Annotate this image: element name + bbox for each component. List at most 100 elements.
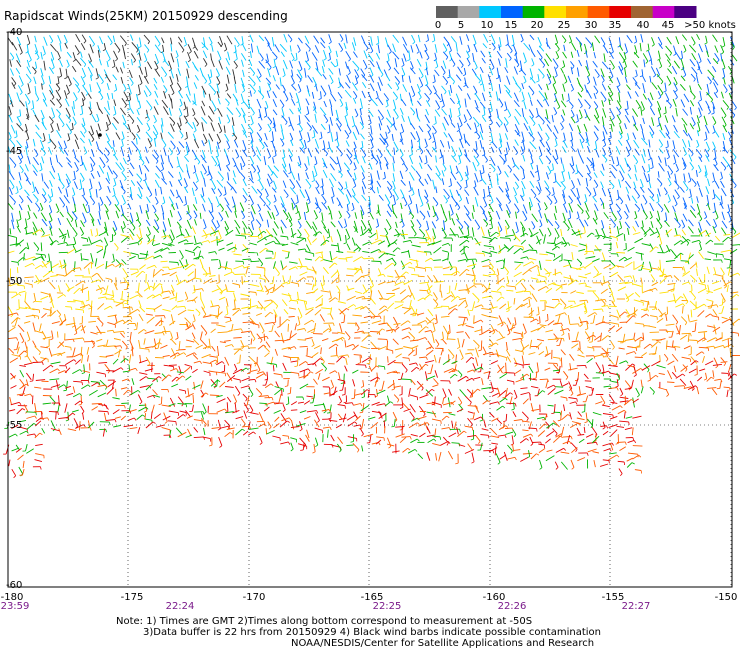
- wind-barb: [282, 275, 285, 283]
- wind-barb-flag: [590, 44, 593, 48]
- wind-barb-flag: [495, 77, 500, 80]
- wind-barb: [527, 92, 532, 100]
- wind-barb: [386, 257, 393, 262]
- wind-barb-flag: [626, 154, 630, 157]
- wind-barb: [650, 58, 653, 66]
- wind-barb-flag: [396, 116, 399, 120]
- wind-barb: [514, 124, 520, 134]
- wind-barb: [331, 186, 335, 197]
- wind-barb: [552, 58, 559, 67]
- wind-barb-flag: [526, 256, 529, 260]
- wind-barb: [416, 84, 421, 92]
- wind-barb: [346, 189, 352, 198]
- wind-barb: [160, 154, 164, 165]
- wind-barb: [122, 268, 129, 277]
- wind-barb: [513, 100, 520, 108]
- wind-barb: [41, 260, 48, 269]
- wind-barb: [72, 116, 77, 124]
- wind-barb: [592, 308, 603, 311]
- wind-barb: [664, 220, 670, 227]
- wind-barb: [547, 227, 552, 235]
- wind-barb: [32, 221, 38, 231]
- wind-barb: [400, 295, 409, 302]
- wind-barb: [567, 219, 573, 229]
- wind-barb: [721, 116, 727, 126]
- wind-barb: [235, 107, 242, 115]
- wind-barb-flag: [591, 232, 595, 235]
- wind-barb-flag: [449, 267, 453, 271]
- wind-barb: [66, 51, 72, 58]
- wind-barb: [466, 123, 472, 130]
- wind-barb: [563, 276, 574, 280]
- wind-barb: [127, 154, 131, 161]
- wind-barb: [297, 220, 302, 227]
- wind-barb: [633, 299, 644, 304]
- wind-barb: [675, 303, 684, 308]
- wind-barb-flag: [204, 171, 207, 175]
- wind-barb: [418, 155, 423, 163]
- wind-barb-flag: [655, 306, 657, 311]
- wind-barb: [649, 246, 657, 253]
- wind-barb-flag: [83, 64, 87, 68]
- wind-barb: [200, 154, 207, 164]
- wind-barb: [233, 299, 236, 309]
- wind-barb: [200, 194, 206, 203]
- wind-barb-flag: [164, 90, 168, 93]
- wind-barb: [57, 35, 62, 44]
- wind-barb: [50, 188, 54, 197]
- wind-barb-flag: [314, 163, 318, 166]
- wind-barb: [282, 84, 286, 91]
- wind-barb: [395, 82, 400, 89]
- wind-barb-flag: [37, 208, 41, 212]
- wind-barb-flag: [477, 124, 480, 128]
- wind-barb: [183, 156, 190, 163]
- wind-barb: [215, 196, 220, 206]
- wind-barb: [690, 309, 693, 318]
- wind-barb: [440, 290, 443, 298]
- wind-barb: [393, 194, 396, 205]
- wind-barb: [103, 69, 108, 77]
- wind-barb: [289, 275, 291, 284]
- wind-barb: [640, 101, 645, 110]
- wind-barb: [722, 132, 726, 141]
- wind-barb: [697, 287, 707, 294]
- wind-barb: [95, 68, 99, 78]
- wind-barb-flag: [728, 236, 732, 240]
- wind-barb: [408, 155, 414, 164]
- wind-barb: [168, 60, 172, 70]
- wind-barb: [169, 320, 176, 326]
- wind-barb: [722, 100, 729, 108]
- wind-barb: [570, 189, 577, 198]
- wind-barb-flag: [479, 83, 483, 86]
- wind-barb-flag: [478, 80, 481, 84]
- wind-barb: [408, 92, 413, 102]
- wind-barb: [369, 67, 374, 76]
- wind-barb-flag: [347, 237, 350, 240]
- wind-barb: [414, 308, 418, 316]
- wind-barb-flag: [447, 76, 451, 79]
- wind-barb-flag: [560, 271, 563, 275]
- wind-barb: [561, 242, 569, 245]
- wind-barb-flag: [616, 198, 620, 201]
- wind-barb-flag: [513, 237, 517, 241]
- wind-barb: [425, 155, 428, 163]
- wind-barb-flag: [59, 105, 62, 109]
- wind-barb: [386, 280, 395, 284]
- wind-barb-flag: [679, 234, 682, 238]
- wind-barb: [369, 60, 375, 68]
- wind-barb: [304, 60, 311, 68]
- wind-barb: [67, 248, 76, 254]
- wind-barb: [24, 93, 31, 103]
- wind-barb: [427, 242, 436, 246]
- wind-barb-flag: [148, 93, 152, 97]
- wind-barb: [376, 180, 382, 188]
- wind-barb: [579, 42, 583, 52]
- wind-barb-flag: [74, 98, 78, 102]
- wind-barb: [74, 161, 79, 170]
- wind-barb: [720, 44, 725, 53]
- wind-barb: [544, 92, 548, 100]
- wind-barb: [161, 66, 168, 75]
- wind-barb: [312, 266, 317, 274]
- wind-barb: [271, 212, 276, 220]
- wind-barb: [521, 131, 525, 142]
